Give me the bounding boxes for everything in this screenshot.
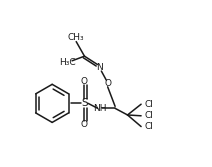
Text: Cl: Cl xyxy=(144,122,153,131)
Text: O: O xyxy=(104,79,111,88)
Text: Cl: Cl xyxy=(144,111,153,120)
Text: H₃C: H₃C xyxy=(60,58,76,67)
Text: S: S xyxy=(81,98,88,108)
Text: NH: NH xyxy=(93,104,106,113)
Text: O: O xyxy=(81,120,88,129)
Text: N: N xyxy=(96,63,103,72)
Text: CH₃: CH₃ xyxy=(68,33,85,42)
Text: O: O xyxy=(81,77,88,86)
Text: Cl: Cl xyxy=(144,100,153,109)
